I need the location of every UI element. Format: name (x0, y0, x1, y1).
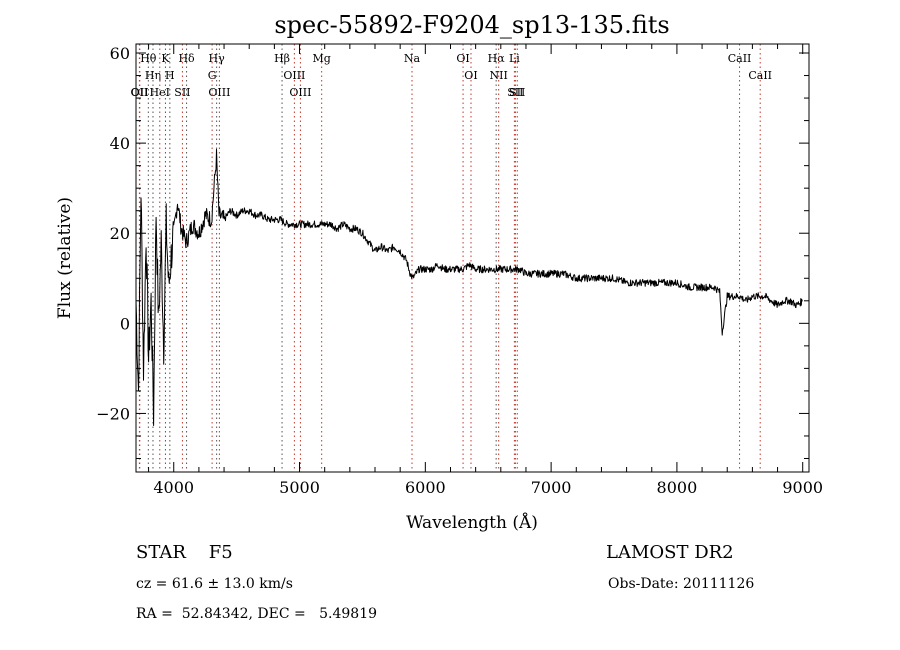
axes: 4000 5000 6000 7000 8000 9000 −20 0 20 40 60 (96, 44, 823, 497)
coordinates: RA = 52.84342, DEC = 5.49819 (136, 606, 378, 622)
y-tick-label: 0 (120, 314, 130, 333)
spectral-line-marker-label: Hδ (178, 52, 195, 65)
spectral-line-marker-red-label: OI (456, 52, 469, 65)
spectral-line-marker-red-label: OIII (289, 86, 311, 99)
spectral-line-marker-red-label: OI (464, 69, 477, 82)
object-class: STAR (136, 542, 186, 563)
spectral-line-marker-red-label: CaII (728, 52, 752, 65)
spectral-line-marker-red-label: G (208, 69, 217, 82)
spectral-line-marker-label: K (161, 52, 170, 65)
y-tick-label: 60 (110, 44, 130, 63)
x-axis-label: Wavelength (Å) (406, 512, 538, 533)
spectral-line-marker-red-label: OII (131, 86, 149, 99)
spectral-line-marker-label: H (165, 69, 175, 82)
y-tick-label: 20 (110, 224, 130, 243)
object-class-line: STAR F5 (136, 542, 233, 563)
spectral-line-marker-red-label: CaII (748, 69, 772, 82)
observation-date: Obs-Date: 20111126 (608, 576, 755, 592)
spectral-line-marker-red-label: HeI (150, 86, 170, 99)
spectral-line-marker-red-label: Li (509, 52, 520, 65)
spectral-line-marker-red-label: Mg (313, 52, 331, 65)
y-axis-label: Flux (relative) (55, 197, 75, 319)
spectral-line-marker-label: Hθ (140, 52, 157, 65)
redshift-cz: cz = 61.6 ± 13.0 km/s (136, 576, 293, 592)
y-tick-label: −20 (96, 404, 130, 423)
object-subclass: F5 (208, 542, 233, 563)
x-tick-label: 4000 (153, 478, 194, 497)
x-tick-label: 7000 (531, 478, 572, 497)
plot-frame (135, 43, 810, 473)
spectral-line-marker-red-label: NII (490, 69, 508, 82)
spectral-line-marker-red-label: SII (507, 86, 523, 99)
x-tick-label: 5000 (279, 478, 320, 497)
spectrum-flux-line (135, 148, 803, 426)
spectral-line-marker-label: Hα (488, 52, 506, 65)
spectral-line-marker-label: Hη (145, 69, 161, 82)
spectral-line-marker-red-label: SII (174, 86, 190, 99)
spectrum-line-group (135, 148, 803, 426)
y-tick-label: 40 (110, 134, 130, 153)
spectral-line-marker-red-label: Na (404, 52, 421, 65)
x-tick-label: 8000 (657, 478, 698, 497)
x-tick-label: 6000 (405, 478, 446, 497)
spectral-line-marker-label: Hβ (274, 52, 290, 65)
spectral-line-marker-label: Hγ (209, 52, 226, 65)
spectral-line-marker-red-label: SII (509, 86, 525, 99)
spectral-line-marker-red-label: OIII (283, 69, 305, 82)
x-tick-label: 9000 (782, 478, 823, 497)
survey-name: LAMOST DR2 (606, 542, 734, 563)
spectral-line-marker-red-label: OIII (208, 86, 230, 99)
chart-title: spec-55892-F9204_sp13-135.fits (274, 11, 669, 39)
spectral-line-marker-red-label: OII (131, 86, 149, 99)
